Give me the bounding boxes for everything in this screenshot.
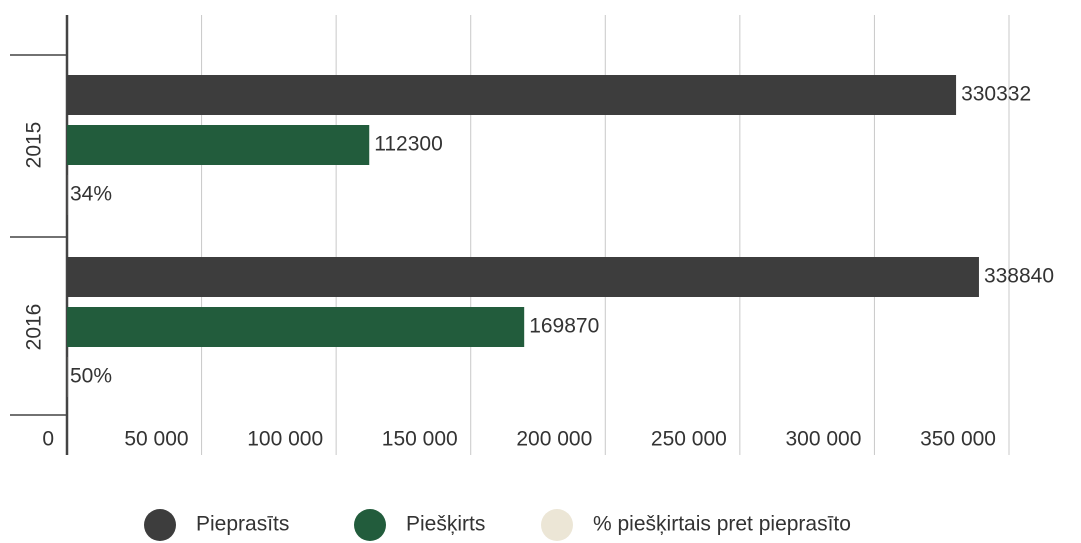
- value-label: 50%: [70, 365, 112, 388]
- legend-label: Piešķirts: [406, 513, 485, 536]
- bar: [67, 125, 370, 165]
- legend-swatch: [541, 509, 573, 541]
- value-label: 338840: [984, 265, 1054, 288]
- x-tick-label: 50 000: [124, 428, 188, 451]
- x-tick-label: 350 000: [920, 428, 996, 451]
- y-tick-label: 2016: [23, 304, 46, 351]
- x-tick-label: 300 000: [786, 428, 862, 451]
- x-tick-label: 200 000: [516, 428, 592, 451]
- x-tick-label: 150 000: [382, 428, 458, 451]
- x-tick-label: 0: [42, 428, 54, 451]
- value-label: 112300: [374, 133, 443, 156]
- value-label: 330332: [961, 83, 1031, 106]
- legend-swatch: [354, 509, 386, 541]
- value-label: 169870: [529, 315, 599, 338]
- bar: [67, 75, 957, 115]
- x-tick-label: 250 000: [651, 428, 727, 451]
- y-tick-label: 2015: [23, 122, 46, 169]
- legend-label: % piešķirtais pret pieprasīto: [593, 513, 851, 536]
- legend-label: Pieprasīts: [196, 513, 289, 536]
- bar: [67, 307, 525, 347]
- bar: [67, 257, 979, 297]
- x-tick-label: 100 000: [247, 428, 323, 451]
- value-label: 34%: [70, 183, 112, 206]
- legend-swatch: [144, 509, 176, 541]
